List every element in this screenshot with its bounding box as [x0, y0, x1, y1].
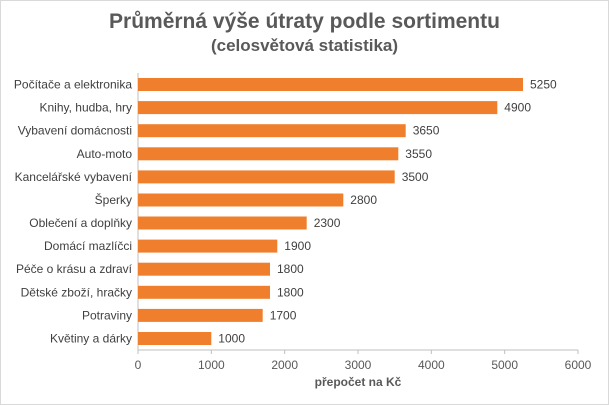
x-tick-label: 3000 [345, 358, 372, 372]
category-label: Domácí mazlíčci [44, 239, 132, 253]
data-label: 3500 [402, 170, 429, 184]
bar [138, 101, 498, 115]
data-label: 3650 [413, 124, 440, 138]
bar [138, 262, 270, 276]
data-label: 1800 [277, 285, 304, 299]
bar [138, 332, 212, 345]
data-label: 2300 [314, 216, 341, 230]
bar [138, 193, 344, 207]
x-tick-label: 5000 [491, 358, 518, 372]
data-label: 3550 [405, 147, 432, 161]
chart-title: Průměrná výše útraty podle sortimentu [109, 10, 500, 33]
bar [138, 308, 263, 322]
x-tick-label: 0 [135, 358, 142, 372]
category-label: Vybavení domácnosti [18, 124, 132, 138]
data-label: 1800 [277, 262, 304, 276]
x-tick-label: 4000 [418, 358, 445, 372]
bar [138, 170, 395, 184]
bar [138, 124, 406, 138]
bar [138, 216, 307, 230]
data-label: 4900 [504, 101, 531, 115]
category-label: Potraviny [82, 308, 132, 322]
x-tick-label: 2000 [271, 358, 298, 372]
data-label: 1900 [284, 239, 311, 253]
chart-subtitle: (celosvětová statistika) [210, 36, 399, 55]
category-label: Auto-moto [77, 147, 133, 161]
bar [138, 78, 523, 91]
x-tick-label: 6000 [565, 358, 592, 372]
data-label: 1000 [218, 332, 245, 346]
bar [138, 285, 270, 299]
bar [138, 147, 399, 161]
category-label: Dětské zboží, hračky [21, 285, 132, 299]
bar [138, 239, 278, 253]
data-label: 2800 [350, 193, 377, 207]
category-label: Oblečení a doplňky [29, 216, 132, 230]
category-label: Počítače a elektronika [14, 78, 132, 92]
data-label: 5250 [530, 78, 557, 92]
category-label: Květiny a dárky [50, 332, 132, 346]
category-label: Péče o krásu a zdraví [16, 262, 133, 276]
category-label: Šperky [95, 192, 132, 207]
category-label: Knihy, hudba, hry [39, 101, 132, 115]
x-axis-label: přepočet na Kč [315, 375, 402, 389]
data-label: 1700 [270, 308, 297, 322]
category-label: Kancelářské vybavení [15, 170, 133, 184]
x-tick-label: 1000 [198, 358, 225, 372]
